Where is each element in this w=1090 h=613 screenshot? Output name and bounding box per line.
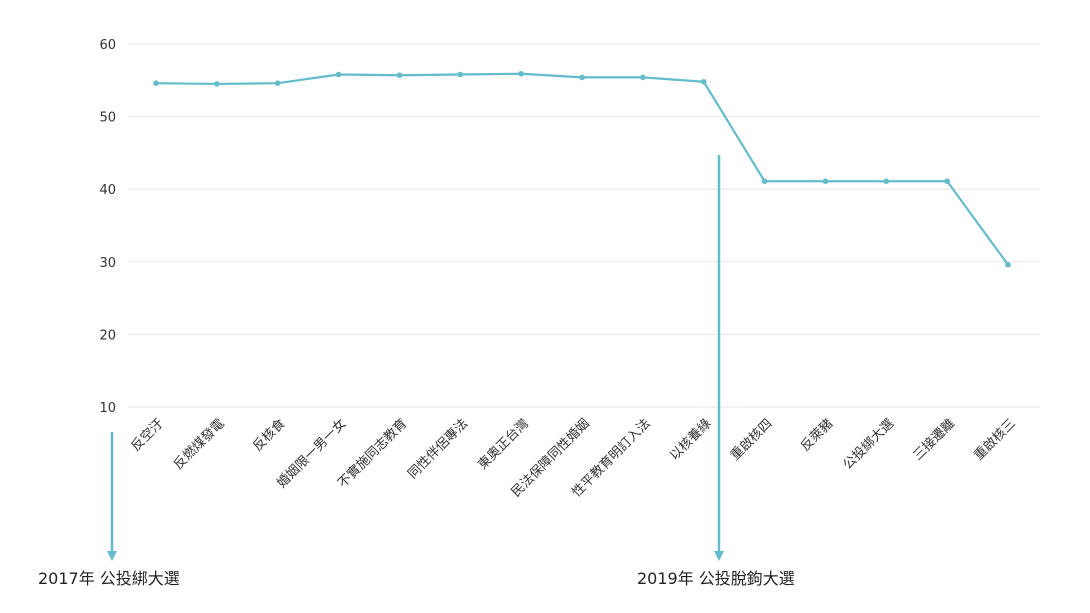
data-point [457,71,464,78]
y-tick-label: 20 [99,328,116,343]
x-category-label: 反萊豬 [798,416,836,454]
x-category-label: 反空汙 [129,416,167,454]
y-tick-label: 50 [99,111,116,126]
data-point [640,74,646,81]
x-category-label: 公投綁大選 [840,416,897,473]
annotation-label-2017: 2017年 公投綁大選 [38,569,180,588]
gridlines [128,43,1040,408]
data-point [518,70,524,77]
x-category-label: 反燃煤發電 [170,416,227,473]
x-category-label: 東奧正台灣 [475,416,532,473]
data-point [579,74,585,81]
annotation-arrow-2019-head [714,551,724,561]
data-point [883,178,890,185]
x-category-label: 同性伴侶專法 [405,416,471,482]
series-line [155,72,1009,266]
x-category-label: 三接遷離 [910,416,958,464]
x-category-label: 重啟核三 [971,416,1019,464]
data-point [761,178,768,185]
data-point [822,178,829,185]
data-point [214,81,220,87]
data-point [1005,261,1011,268]
data-point [153,80,159,87]
data-point [335,71,342,78]
data-point [700,78,707,85]
series-layer [153,70,1011,268]
y-tick-label: 40 [99,183,116,198]
x-category-label: 重啟核四 [727,416,775,464]
data-point [396,72,403,79]
y-tick-label: 10 [99,401,116,416]
x-category-label: 反核食 [250,416,289,455]
y-axis-tick-labels: 60 50 40 30 20 10 [99,38,116,416]
y-tick-label: 30 [99,256,116,271]
data-point [944,178,950,185]
annotation-label-2019: 2019年 公投脫鉤大選 [637,569,795,588]
x-category-label: 以核養綠 [666,416,714,464]
data-point [274,80,281,87]
y-tick-label: 60 [99,38,116,53]
annotation-arrow-2017-head [107,551,117,561]
annotations: 2017年 公投綁大選 2019年 公投脫鉤大選 [38,155,795,588]
